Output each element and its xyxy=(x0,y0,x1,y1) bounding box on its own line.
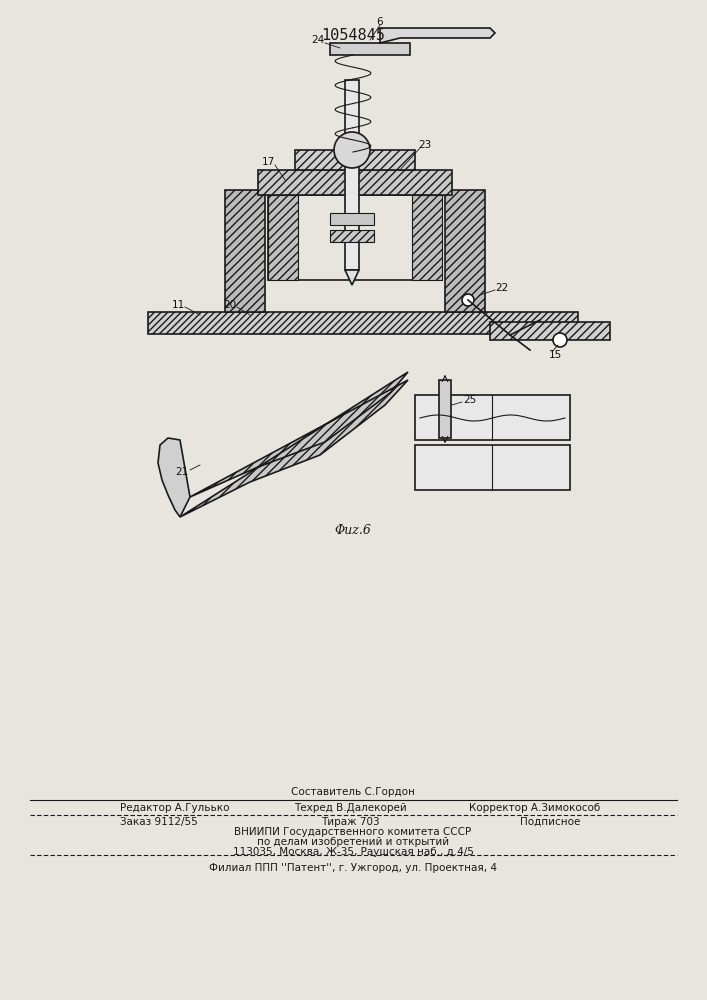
Bar xyxy=(345,80,359,270)
Text: Составитель С.Гордон: Составитель С.Гордон xyxy=(291,787,415,797)
Text: Техред В.Далекорей: Техред В.Далекорей xyxy=(293,803,407,813)
Text: Филиал ППП ''Патент'', г. Ужгород, ул. Проектная, 4: Филиал ППП ''Патент'', г. Ужгород, ул. П… xyxy=(209,863,497,873)
Text: 25: 25 xyxy=(463,395,477,405)
Text: Φuz.6: Φuz.6 xyxy=(334,524,371,536)
Text: Тираж 703: Тираж 703 xyxy=(321,817,380,827)
Polygon shape xyxy=(345,270,359,285)
Polygon shape xyxy=(158,438,190,517)
Circle shape xyxy=(462,294,474,306)
Text: 24: 24 xyxy=(311,35,325,45)
Text: по делам изобретений и открытий: по делам изобретений и открытий xyxy=(257,837,449,847)
Text: 1054845: 1054845 xyxy=(321,27,385,42)
Text: Корректор А.Зимокособ: Корректор А.Зимокособ xyxy=(469,803,600,813)
Text: 15: 15 xyxy=(549,350,561,360)
Text: Подписное: Подписное xyxy=(520,817,580,827)
Text: 20: 20 xyxy=(223,300,237,310)
Bar xyxy=(258,170,452,195)
Text: 21: 21 xyxy=(175,467,189,477)
Circle shape xyxy=(553,333,567,347)
Text: Редактор А.Гульько: Редактор А.Гульько xyxy=(120,803,230,813)
Circle shape xyxy=(334,132,370,168)
Polygon shape xyxy=(380,28,495,43)
Text: 11: 11 xyxy=(171,300,185,310)
Bar xyxy=(295,150,415,170)
Polygon shape xyxy=(412,195,442,280)
Text: 113035, Москва, Ж-35, Раушская наб., д.4/5: 113035, Москва, Ж-35, Раушская наб., д.4… xyxy=(233,847,474,857)
Polygon shape xyxy=(445,190,485,312)
Bar xyxy=(330,230,374,242)
Bar xyxy=(330,213,374,225)
Text: 6: 6 xyxy=(377,17,383,27)
Bar xyxy=(415,395,570,440)
Text: ВНИИПИ Государственного комитета СССР: ВНИИПИ Государственного комитета СССР xyxy=(235,827,472,837)
Text: 17: 17 xyxy=(262,157,274,167)
Polygon shape xyxy=(268,195,298,280)
Text: 22: 22 xyxy=(496,283,508,293)
Polygon shape xyxy=(148,312,578,334)
Polygon shape xyxy=(225,190,265,312)
Bar xyxy=(330,43,410,55)
Bar xyxy=(268,195,442,280)
Text: 23: 23 xyxy=(419,140,432,150)
Bar xyxy=(439,380,451,438)
Bar xyxy=(415,445,570,490)
Text: Заказ 9112/55: Заказ 9112/55 xyxy=(120,817,198,827)
Bar xyxy=(490,322,610,340)
Polygon shape xyxy=(180,372,408,517)
